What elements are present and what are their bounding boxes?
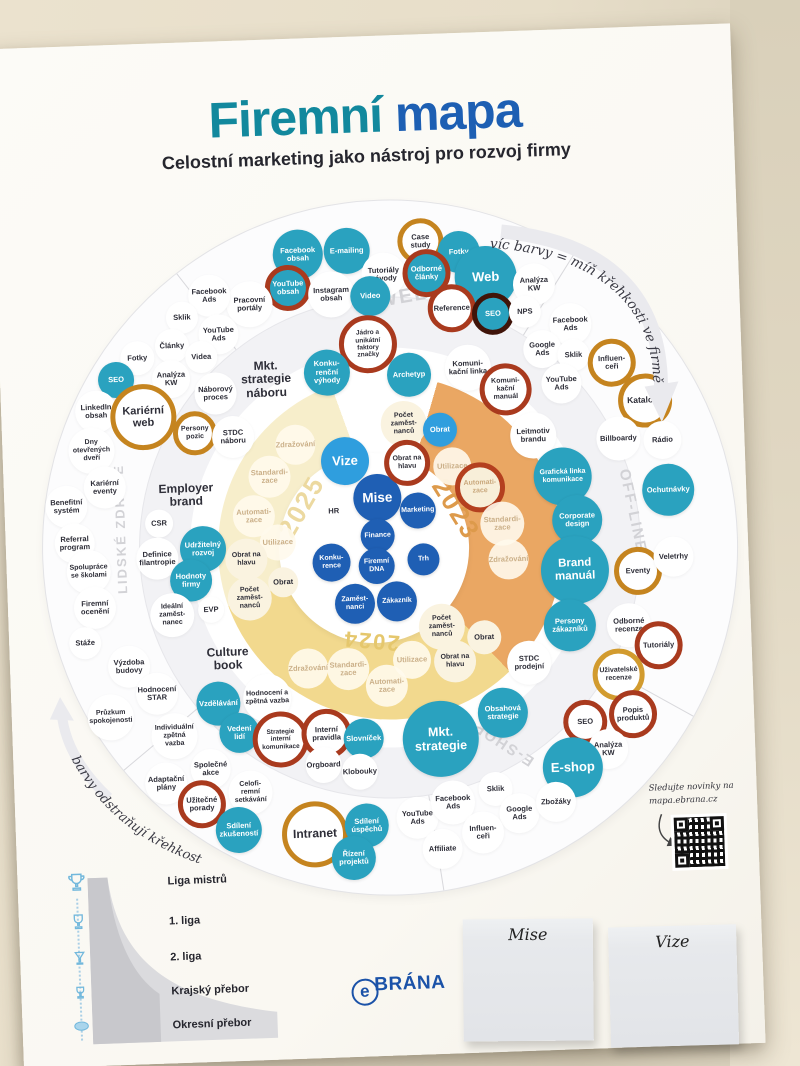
- sticky-note-mise: Mise: [462, 918, 594, 1042]
- sticky-note-title: Vize: [654, 931, 690, 952]
- trophy-champions-icon: [63, 871, 90, 899]
- trophy-first-league-icon: [65, 912, 92, 937]
- qr-code: [670, 812, 729, 871]
- bubble-hr: HR: [328, 506, 340, 516]
- sticky-note-title: Mise: [508, 924, 548, 945]
- decay-curve-graphic: [87, 877, 279, 1045]
- legend-label: 1. liga: [168, 914, 201, 928]
- sticky-note-vize: Vize: [607, 924, 740, 1048]
- poster: Firemní mapa Celostní marketing jako nás…: [0, 23, 766, 1066]
- qr-block: Sledujte novinky na mapa.ebrana.cz: [648, 779, 759, 871]
- puck-district-icon: [68, 1019, 95, 1038]
- legend: Liga mistrů 1. liga 2. liga Krajský přeb…: [59, 866, 279, 1053]
- trophy-regional-icon: [67, 984, 94, 1006]
- ebrana-logo: e BRÁNA: [351, 972, 446, 1006]
- qr-pointer-arrow: [658, 813, 673, 845]
- trophy-second-league-icon: [66, 949, 93, 972]
- bottom-left-arrowhead: [49, 697, 74, 721]
- bubble-mkt-strategie-naboru: Mkt. strategie náboru: [240, 358, 292, 401]
- legend-label: Liga mistrů: [167, 873, 228, 888]
- bubble-employer-brand: Employer brand: [158, 480, 214, 510]
- bubble-layer: WEB OFF-LINE E-SHOP LIDSKÉ ZDROJE 2023 2024 20…: [0, 0, 781, 881]
- bubble-culture-book: Culture book: [206, 644, 249, 673]
- legend-label: 2. liga: [170, 950, 202, 964]
- logo-text: BRÁNA: [373, 971, 446, 996]
